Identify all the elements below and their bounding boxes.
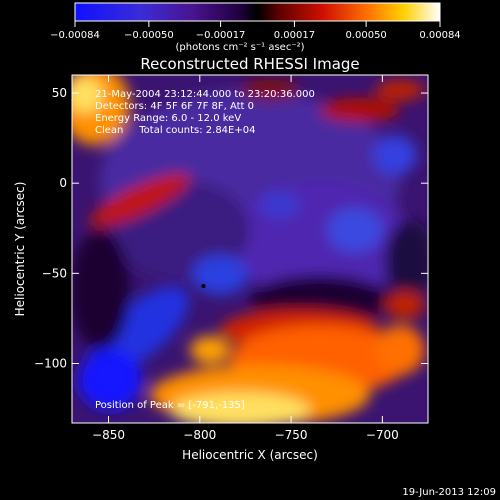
- plot-frame: [71, 74, 429, 424]
- x-tick-label: −800: [183, 428, 216, 442]
- y-tick-label: −50: [42, 266, 67, 280]
- x-tick-label: −750: [275, 428, 308, 442]
- peak-position-text: Position of Peak = [-791,-135]: [95, 400, 245, 411]
- colorbar-tick-label: 0.00017: [274, 30, 315, 41]
- x-tick-label: −700: [366, 428, 399, 442]
- peak-marker: [201, 283, 206, 288]
- colorbar-tick-label: −0.00050: [124, 30, 174, 41]
- colorbar-tick-label: −0.00017: [196, 30, 246, 41]
- date-stamp: 19-Jun-2013 12:09: [402, 487, 496, 498]
- info-line-counts: Clean Total counts: 2.84E+04: [95, 125, 255, 136]
- heatmap-image: [72, 75, 428, 423]
- colorbar-tick-label: 0.00050: [345, 30, 386, 41]
- x-tick-label: −850: [92, 428, 125, 442]
- colorbar-unit-label: (photons cm⁻² s⁻¹ asec⁻²): [175, 42, 304, 53]
- y-tick-label: 50: [52, 86, 67, 100]
- y-axis-label: Heliocentric Y (arcsec): [13, 182, 27, 317]
- info-line-time: 21-May-2004 23:12:44.000 to 23:20:36.000: [95, 89, 315, 100]
- colorbar: [74, 2, 441, 22]
- colorbar-tick-label: 0.00084: [419, 30, 460, 41]
- axis-ticks: −850 −800 −750 −700 50 0 −50 −100: [34, 75, 428, 442]
- y-tick-label: 0: [59, 176, 67, 190]
- info-line-detectors: Detectors: 4F 5F 6F 7F 8F, Att 0: [95, 101, 254, 112]
- colorbar-ticks: −0.00084 −0.00050 −0.00017 0.00017 0.00050 0.…: [50, 21, 461, 41]
- colorbar-tick-label: −0.00084: [50, 30, 100, 41]
- chart-title: Reconstructed RHESSI Image: [140, 55, 359, 73]
- y-tick-label: −100: [34, 356, 67, 370]
- info-line-energy: Energy Range: 6.0 - 12.0 keV: [95, 113, 241, 124]
- x-axis-label: Heliocentric X (arcsec): [182, 448, 318, 462]
